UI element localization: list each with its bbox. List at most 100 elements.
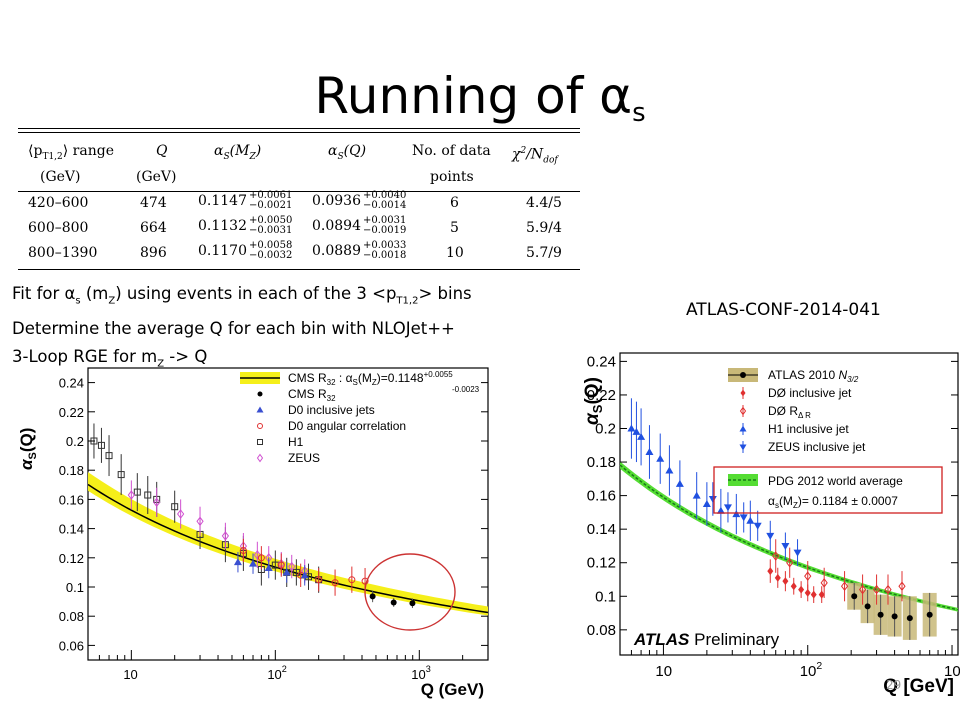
series-0-point-4 [906,615,913,622]
table-header-ndata-unit: points [430,169,474,185]
series-3-point-8 [702,500,711,507]
series-3-point-0 [627,424,636,432]
series-2-point-0 [772,551,780,561]
table-cell-chi2-1: 5.9/4 [526,220,562,236]
series-1-point-1 [97,441,105,449]
x-tick-label-2: 103 [411,664,431,682]
series-0-point-0 [369,593,376,600]
series-4-point-2 [739,514,748,522]
legend-label-4: ZEUS inclusive jet [768,440,866,454]
atlas-alpha-s-plot: 0.08 0.1 0.12 0.14 0.16 0.18 0.2 0.22 0.24 10 102 1… [582,352,960,697]
legend-pdg-label: PDG 2012 world average [768,474,903,488]
legend-marker-0 [257,391,263,397]
legend-label-0: ATLAS 2010 N3/2 [768,368,859,384]
x-tick-label-0: 10 [655,663,672,680]
y-tick-label-6: 0.2 [595,421,616,438]
cms-alpha-s-plot: 0.06 0.08 0.1 0.12 0.14 0.16 0.18 0.2 0.22 0.24 10… [17,367,489,699]
y-tick-label-2: 0.1 [66,580,84,595]
table-header-q: Q [156,143,168,159]
pdg-legend-box [713,466,943,514]
series-2-point-7 [884,584,892,595]
series-2-point-4 [840,581,849,592]
table-cell-n-0: 6 [450,195,459,211]
series-4-point-0 [708,495,717,503]
page-number: 29 [886,678,902,692]
legend-label-3: H1 [288,435,304,449]
y-tick-label-2: 0.12 [587,555,616,572]
series-2-point-8 [898,581,906,592]
series-2-point-4 [221,531,230,541]
series-0-point-5 [926,611,933,618]
legend-label-2: DØ RΔ R [768,404,811,420]
series-0-point-3 [891,613,898,620]
series-1-point-7 [818,590,825,599]
table-cell-aq-1: 0.0894 +0.0031 −0.0019 [312,215,407,236]
bullet-line-3: 3-Loop RGE for mZ -> Q [12,347,208,370]
series-2-point-1 [786,557,794,568]
table-cell-chi2-0: 4.4/5 [526,195,562,211]
legend-label-0: CMS R32 [288,387,336,403]
series-4-point-5 [781,542,790,550]
table-cell-range-2: 800–1390 [28,245,98,261]
series-3-point-2 [277,561,285,569]
series-2-point-5 [858,584,867,595]
y-tick-label-3: 0.12 [59,551,84,566]
series-1-point-4 [133,488,141,496]
series-2-point-6 [253,550,261,560]
y-tick-label-1: 0.1 [595,588,616,605]
series-3-point-1 [257,554,265,562]
series-2-point-3 [196,516,204,527]
bullet-line-2: Determine the average Q for each bin wit… [12,319,455,339]
atlas-preliminary-label: ATLAS Preliminary [633,630,780,649]
series-1-point-4 [798,585,805,594]
legend-label-1: D0 inclusive jets [288,403,375,417]
series-1-point-2 [105,452,113,460]
legend-marker-4 [739,444,747,451]
y-tick-label-9: 0.24 [59,376,84,391]
legend-marker-3 [739,425,747,432]
series-4-point-2 [264,564,273,572]
legend-label-3: H1 inclusive jet [768,422,849,436]
highlight-circle [364,553,456,631]
series-4-point-3 [282,568,291,576]
series-3-point-3 [645,447,654,455]
table-cell-q-0: 474 [140,195,167,211]
series-3-point-4 [315,576,323,584]
legend-marker-3 [257,439,263,445]
series-3-point-7 [692,491,701,499]
table-cell-aq-2: 0.0889 +0.0033 −0.0018 [312,240,407,261]
series-3-point-7 [361,577,369,585]
table-cell-chi2-2: 5.7/9 [526,245,562,261]
legend-marker-0 [740,372,746,378]
table-cell-q-2: 896 [140,245,167,261]
series-3-point-11 [746,516,755,524]
results-table: ⟨pT1,2⟩ range Q αS(MZ) αS(Q) No. of data… [18,128,580,270]
series-4-point-3 [753,522,762,530]
series-0-point-1 [864,603,871,610]
table-header-pt-unit: (GeV) [40,169,81,185]
fit-band [88,472,488,616]
series-1-point-6 [810,590,817,599]
series-0-point-2 [409,600,416,607]
table-header-chi2: χ2/Ndof [512,146,558,166]
table-cell-amz-0: 0.1147 +0.0061 −0.0021 [198,190,293,211]
legend-marker-1 [256,406,264,413]
table-header-q-unit: (GeV) [136,169,177,185]
series-2-point-2 [804,571,812,581]
table-cell-aq-0: 0.0936 +0.0040 −0.0014 [312,190,407,211]
series-4-point-6 [793,549,802,557]
y-tick-label-3: 0.14 [587,521,616,538]
table-header-ndata: No. of data [412,143,491,159]
series-3-point-5 [665,466,674,474]
legend-marker-4 [256,453,264,463]
table-cell-range-0: 420–600 [28,195,89,211]
slide-title: Running of αs [314,67,646,128]
series-1-point-3 [117,471,125,479]
series-3-point-2 [637,432,646,440]
y-tick-label-4: 0.14 [59,522,84,537]
series-2-point-6 [872,584,881,595]
series-4-point-1 [249,559,258,567]
x-axis-label: Q (GeV) [421,680,484,699]
series-4-point-4 [300,571,309,579]
y-tick-label-4: 0.16 [587,488,616,505]
